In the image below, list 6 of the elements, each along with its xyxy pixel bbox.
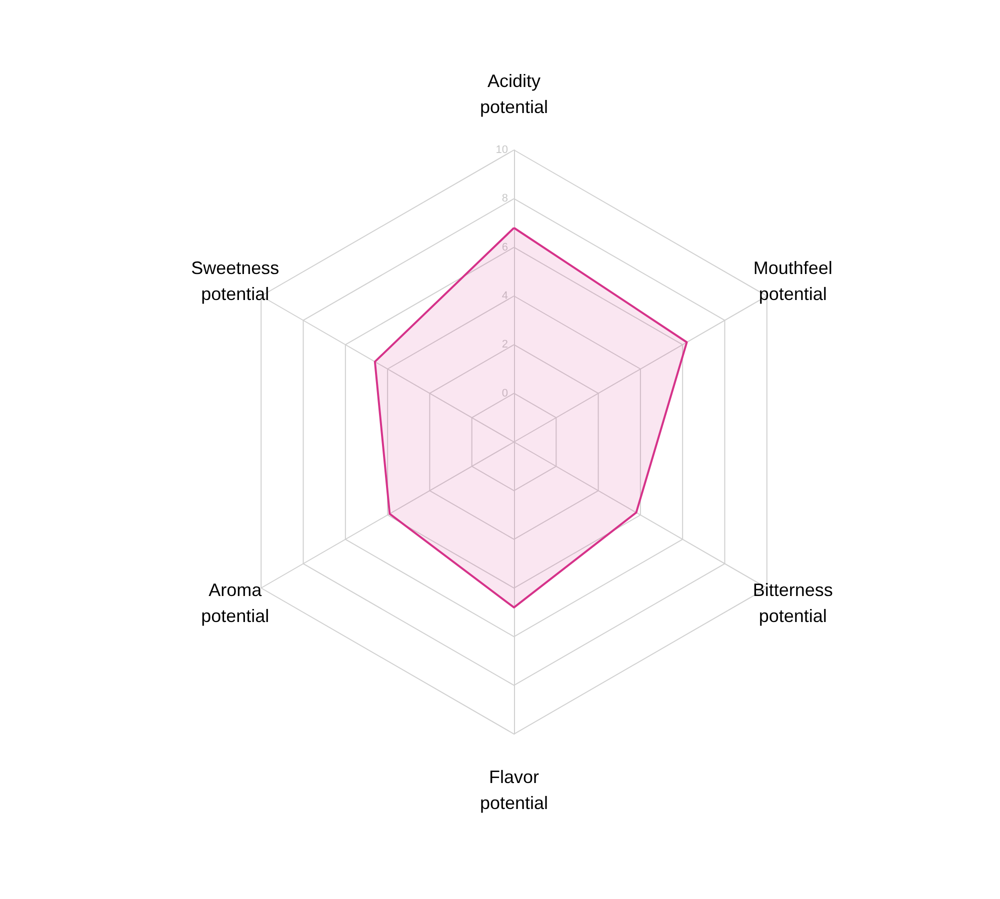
spoke-label: Bitterness potential — [752, 580, 833, 626]
spoke-label: Sweetness potential — [191, 258, 280, 304]
spoke-label: Aroma potential — [201, 580, 270, 626]
spoke-label: Acidity potential — [480, 71, 548, 117]
spoke-label: Flavor potential — [480, 767, 548, 813]
spoke-label: Mouthfeel potential — [753, 258, 832, 304]
